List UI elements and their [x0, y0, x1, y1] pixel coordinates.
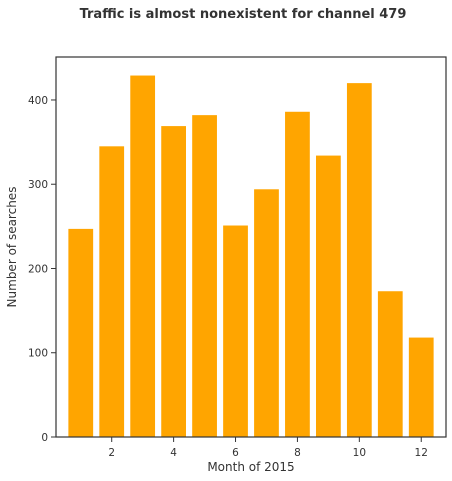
x-tick-label: 10 — [353, 447, 366, 459]
bar-month-1 — [68, 228, 94, 437]
y-tick-label: 300 — [28, 179, 48, 191]
y-tick-label: 100 — [28, 348, 48, 360]
x-axis-ticks: 2 4 6 8 10 12 — [108, 437, 428, 459]
plot-frame — [55, 56, 447, 438]
x-tick-label: 12 — [415, 447, 428, 459]
bars-group — [68, 75, 434, 438]
bar-month-4 — [161, 126, 186, 437]
bar-month-11 — [377, 291, 403, 437]
bar-month-9 — [316, 155, 341, 437]
y-axis-label: Number of searches — [5, 187, 19, 308]
x-tick-label: 6 — [232, 447, 239, 459]
x-tick-label: 4 — [170, 447, 177, 459]
y-tick-label: 200 — [28, 263, 48, 275]
bar-month-2 — [99, 146, 125, 438]
x-tick-label: 8 — [294, 447, 301, 459]
chart-title: Traffic is almost nonexistent for channe… — [80, 7, 407, 22]
bar-month-5 — [192, 115, 217, 437]
y-tick-label: 0 — [41, 432, 48, 444]
bar-month-6 — [223, 225, 248, 437]
bar-month-3 — [130, 75, 156, 437]
y-axis-ticks: 0 100 200 300 400 — [28, 95, 56, 444]
bar-month-8 — [285, 111, 310, 437]
y-tick-label: 400 — [28, 95, 48, 107]
x-axis-label: Month of 2015 — [207, 460, 294, 474]
bar-month-7 — [254, 189, 279, 437]
x-tick-label: 2 — [108, 447, 115, 459]
bar-month-10 — [346, 83, 372, 437]
bar-month-12 — [408, 337, 434, 437]
